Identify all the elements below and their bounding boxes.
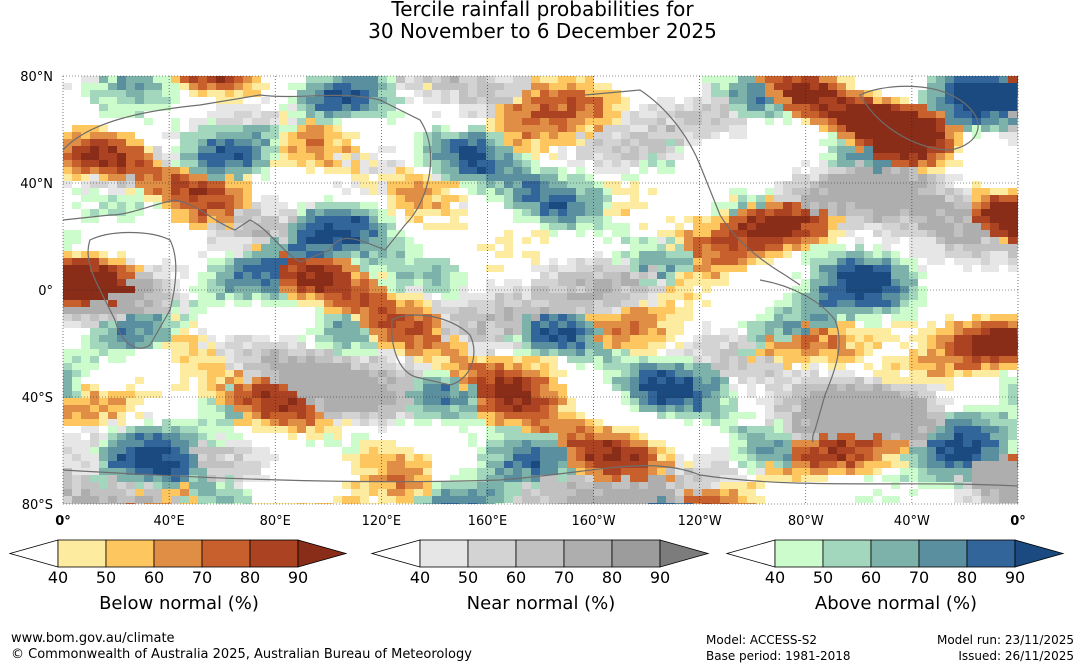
colorbar-tick-label: 60 [143, 568, 165, 587]
lat-label: 0° [38, 284, 53, 299]
colorbar-tick-label: 80 [601, 568, 623, 587]
lon-label: 0° [55, 514, 71, 529]
above-normal-legend: Above normal (%) 40 50 60 70 80 90 [725, 539, 1067, 614]
lon-label: 120°W [678, 514, 722, 529]
footer-url: www.bom.gov.au/climate [11, 631, 175, 646]
colorbar-over-triangle [659, 539, 710, 568]
colorbar-segment [105, 539, 155, 568]
lat-label: 80°S [22, 498, 53, 513]
near-normal-legend: Near normal (%) 40 50 60 70 80 90 [370, 539, 712, 614]
below-normal-legend: Below normal (%) 40 50 60 70 80 90 [8, 539, 350, 614]
lon-label: 160°W [571, 514, 615, 529]
colorbar-segment [419, 539, 469, 568]
colorbar-segment [57, 539, 107, 568]
rainfall-probability-map: 80°N 40°N 0° 40°S 80°S 0° 40°E 80°E 120°E 160°E 16… [20, 70, 1026, 529]
lat-label: 40°S [22, 391, 53, 406]
colorbar-tick-label: 60 [505, 568, 527, 587]
colorbar-segment [611, 539, 661, 568]
coastline-segment [759, 279, 840, 443]
below-normal-legend-title: Below normal (%) [99, 593, 259, 614]
map-title-line-2: 30 November to 6 December 2025 [368, 19, 717, 43]
colorbar-segment [201, 539, 251, 568]
lon-label: 40°W [894, 514, 930, 529]
lon-label: 40°E [153, 514, 184, 529]
coastlines [62, 85, 1019, 487]
colorbar-tick-label: 40 [409, 568, 431, 587]
colorbar-segment [467, 539, 517, 568]
colorbar-tick-label: 40 [764, 568, 786, 587]
coastline-segment [87, 231, 177, 349]
colorbar-over-triangle [297, 539, 348, 568]
lon-label: 160°E [468, 514, 508, 529]
colorbar-over-triangle [1014, 539, 1065, 568]
footer-issued: Issued: 26/11/2025 [958, 649, 1074, 663]
colorbar-tick-label: 70 [553, 568, 575, 587]
colorbar-under-triangle [370, 539, 421, 568]
colorbar-segment [870, 539, 920, 568]
above-normal-colorbar [725, 539, 1065, 568]
colorbar-tick-label: 50 [812, 568, 834, 587]
colorbar-segment [918, 539, 968, 568]
footer-copyright: © Commonwealth of Australia 2025, Austra… [11, 647, 472, 662]
colorbar-segment [153, 539, 203, 568]
below-normal-colorbar [8, 539, 348, 568]
coastline-segment [62, 94, 432, 263]
colorbar-tick-label: 40 [47, 568, 69, 587]
probability-field [63, 76, 1018, 504]
lat-label: 80°N [20, 70, 53, 85]
colorbar-tick-label: 50 [95, 568, 117, 587]
coastline-segment [62, 465, 1019, 487]
lon-label: 0° [1010, 514, 1026, 529]
near-normal-legend-title: Near normal (%) [466, 593, 616, 614]
footer-model: Model: ACCESS-S2 [706, 633, 818, 647]
colorbar-tick-label: 80 [239, 568, 261, 587]
gridlines [62, 75, 1019, 505]
coastline-segment [859, 85, 979, 151]
map-title-line-1: Tercile rainfall probabilities for [391, 0, 694, 21]
colorbar-tick-label: 60 [860, 568, 882, 587]
colorbar-segment [822, 539, 872, 568]
colorbar-segment [774, 539, 824, 568]
near-normal-colorbar [370, 539, 710, 568]
lon-label: 80°W [788, 514, 824, 529]
colorbar-segment [563, 539, 613, 568]
colorbar-tick-label: 50 [457, 568, 479, 587]
axis-labels: 80°N40°N0°40°S80°S0° 40°E 80°E 120°E 160°E 16… [20, 70, 1026, 529]
colorbar-segment [966, 539, 1016, 568]
colorbar-under-triangle [8, 539, 59, 568]
lat-label: 40°N [20, 177, 53, 192]
colorbar-under-triangle [725, 539, 776, 568]
lon-label: 80°E [260, 514, 291, 529]
footer-base-period: Base period: 1981-2018 [706, 649, 851, 663]
colorbar-tick-label: 70 [191, 568, 213, 587]
colorbar-segment [249, 539, 299, 568]
colorbar-tick-label: 90 [1004, 568, 1026, 587]
above-normal-legend-title: Above normal (%) [814, 593, 978, 614]
colorbar-segment [515, 539, 565, 568]
colorbar-tick-label: 90 [287, 568, 309, 587]
footer-model-run: Model run: 23/11/2025 [936, 633, 1074, 647]
colorbar-tick-label: 70 [908, 568, 930, 587]
coastline-segment [391, 314, 475, 386]
colorbar-tick-label: 90 [649, 568, 671, 587]
coastline-segment [584, 89, 801, 286]
lon-label: 120°E [362, 514, 402, 529]
colorbar-tick-label: 80 [956, 568, 978, 587]
